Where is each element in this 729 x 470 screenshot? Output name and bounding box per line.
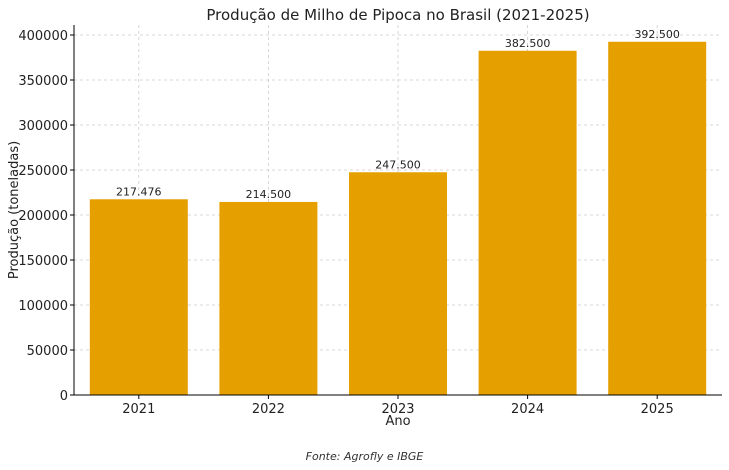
x-tick-label-2023: 2023 <box>381 402 414 417</box>
bar-2024 <box>478 50 577 395</box>
x-tick-label-2024: 2024 <box>511 402 544 417</box>
y-tick-label: 200000 <box>18 209 68 224</box>
y-axis-label: Produção (toneladas) <box>7 141 22 279</box>
y-tick-label: 400000 <box>18 29 68 44</box>
y-tick-label: 100000 <box>18 299 68 314</box>
data-labels: 217.476 214.500 247.500 382.500 392.500 <box>116 28 680 201</box>
x-tick-label-2021: 2021 <box>122 402 155 417</box>
bars <box>89 41 707 395</box>
x-axis-label: Ano <box>385 414 410 429</box>
y-tick-label: 350000 <box>18 74 68 89</box>
data-label-2024: 382.500 <box>505 37 551 50</box>
bar-2021 <box>89 199 188 395</box>
y-tick-label: 250000 <box>18 164 68 179</box>
data-label-2022: 214.500 <box>246 188 292 201</box>
data-label-2023: 247.500 <box>375 158 421 171</box>
source-note: Fonte: Agrofly e IBGE <box>305 450 424 463</box>
y-tick-label: 150000 <box>18 254 68 269</box>
y-tick-label: 300000 <box>18 119 68 134</box>
bar-2023 <box>349 172 447 395</box>
bar-2025 <box>608 41 707 395</box>
x-axis-ticks: 2021 2022 2023 2024 2025 <box>122 395 674 417</box>
y-axis-ticks: 0 50000 100000 150000 200000 250000 300000 3500… <box>18 29 74 404</box>
chart-title: Produção de Milho de Pipoca no Brasil (2… <box>206 6 589 24</box>
data-label-2021: 217.476 <box>116 185 162 198</box>
y-tick-label: 50000 <box>27 344 68 359</box>
x-tick-label-2022: 2022 <box>252 402 285 417</box>
bar-2022 <box>219 201 318 395</box>
data-label-2025: 392.500 <box>634 28 680 41</box>
y-tick-label: 0 <box>60 389 68 404</box>
x-tick-label-2025: 2025 <box>641 402 674 417</box>
